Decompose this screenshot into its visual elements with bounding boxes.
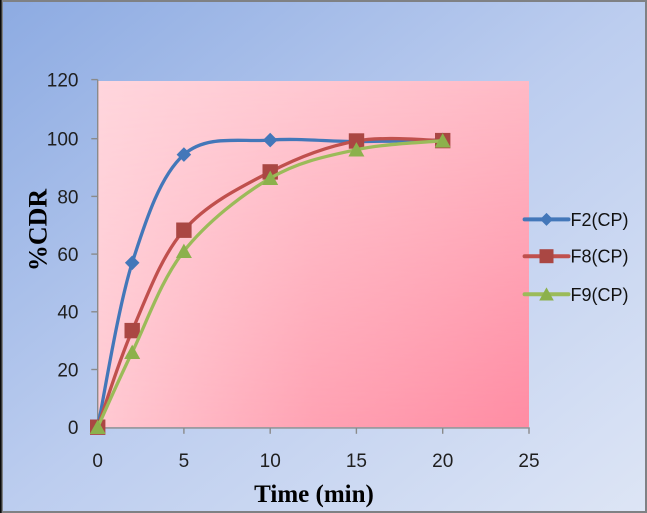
svg-text:F8(CP): F8(CP) <box>571 247 629 267</box>
svg-text:80: 80 <box>57 187 78 208</box>
svg-text:F2(CP): F2(CP) <box>571 210 629 230</box>
svg-text:0: 0 <box>92 451 103 472</box>
svg-text:100: 100 <box>47 130 79 151</box>
svg-text:60: 60 <box>57 245 78 266</box>
svg-text:10: 10 <box>260 451 281 472</box>
svg-text:%CDR: %CDR <box>24 189 53 272</box>
svg-text:5: 5 <box>179 451 190 472</box>
svg-text:20: 20 <box>57 360 78 381</box>
svg-text:40: 40 <box>57 303 78 324</box>
svg-text:0: 0 <box>68 418 79 439</box>
svg-text:120: 120 <box>47 71 79 92</box>
svg-text:20: 20 <box>432 451 453 472</box>
svg-text:25: 25 <box>518 451 539 472</box>
svg-text:15: 15 <box>346 451 367 472</box>
svg-text:F9(CP): F9(CP) <box>571 285 629 305</box>
svg-text:Time (min): Time (min) <box>254 481 374 508</box>
